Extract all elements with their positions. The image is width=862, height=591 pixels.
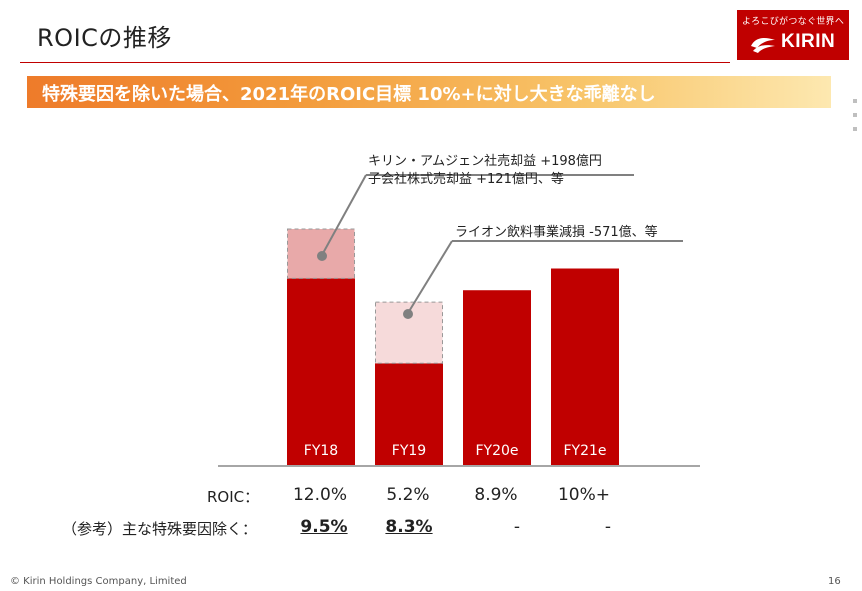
fy19-note: ライオン飲料事業減損 -571億、等 [455, 225, 658, 240]
bar-label-fy18: FY18 [303, 443, 339, 459]
slide-title: ROICの推移 [37, 24, 172, 52]
bar-fy20e [463, 290, 531, 466]
roic-value-fy20e: 8.9% [474, 485, 518, 505]
roic-value-fy18: 12.0% [292, 485, 347, 505]
fy18-note-line1: キリン・アムジェン社売却益 +198億円 [368, 154, 602, 169]
page-number: 16 [828, 576, 841, 587]
key-message-banner: 特殊要因を除いた場合、2021年のROIC目標 10%+に対し大きな乖離なし [27, 76, 831, 108]
side-marker [853, 99, 857, 103]
roic-row-label: ROIC： [207, 488, 260, 506]
roic-value-fy21e: 10%+ [557, 485, 611, 505]
roic-value-fy19: 5.2% [386, 485, 430, 505]
bar-label-fy19: FY19 [391, 443, 427, 459]
bar-label-fy21e: FY21e [563, 443, 607, 459]
fy18-note-line2: 子会社株式売却益 +121億円、等 [368, 172, 564, 187]
side-marker [853, 113, 857, 117]
kirin-logo: よろこびがつなぐ世界へ KIRIN [737, 10, 849, 60]
fy19-callout-line [407, 240, 453, 314]
fy18-callout-dot [317, 251, 327, 261]
side-marker [853, 127, 857, 131]
kirin-emblem-icon [751, 38, 775, 53]
bar-fy19 [375, 363, 443, 466]
bar-fy21e [551, 268, 619, 466]
adjusted-value-fy19: 8.3% [385, 517, 433, 537]
logo-wordmark: KIRIN [781, 31, 836, 52]
fy19-callout-dot [403, 309, 413, 319]
adjusted-value-fy20e: - [513, 517, 521, 537]
adjusted-row-label: （参考）主な特殊要因除く： [62, 520, 258, 538]
adjusted-value-fy21e: - [604, 517, 612, 537]
adjusted-value-fy18: 9.5% [300, 517, 348, 537]
logo-tagline: よろこびがつなぐ世界へ [741, 17, 845, 27]
bar-adjusted-fy18 [287, 278, 355, 466]
title-divider [20, 62, 730, 63]
bar-label-fy20e: FY20e [475, 443, 519, 459]
fy18-callout-line [321, 174, 367, 256]
copyright: © Kirin Holdings Company, Limited [10, 576, 187, 587]
banner-text: 特殊要因を除いた場合、2021年のROIC目標 10%+に対し大きな乖離なし [42, 84, 656, 105]
